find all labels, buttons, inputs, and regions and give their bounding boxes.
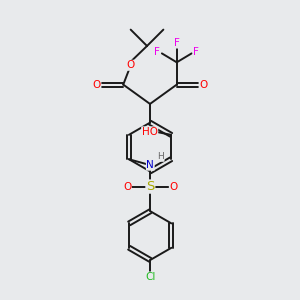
Text: O: O	[127, 60, 135, 70]
Text: O: O	[92, 80, 101, 90]
Text: Cl: Cl	[145, 272, 155, 282]
Text: F: F	[193, 47, 199, 57]
Text: HO: HO	[142, 127, 158, 137]
Text: O: O	[169, 182, 178, 192]
Text: O: O	[123, 182, 131, 192]
Text: F: F	[154, 47, 160, 57]
Text: S: S	[146, 180, 154, 193]
Text: O: O	[200, 80, 208, 90]
Text: N: N	[146, 160, 154, 170]
Text: F: F	[174, 38, 180, 48]
Text: H: H	[157, 152, 164, 161]
